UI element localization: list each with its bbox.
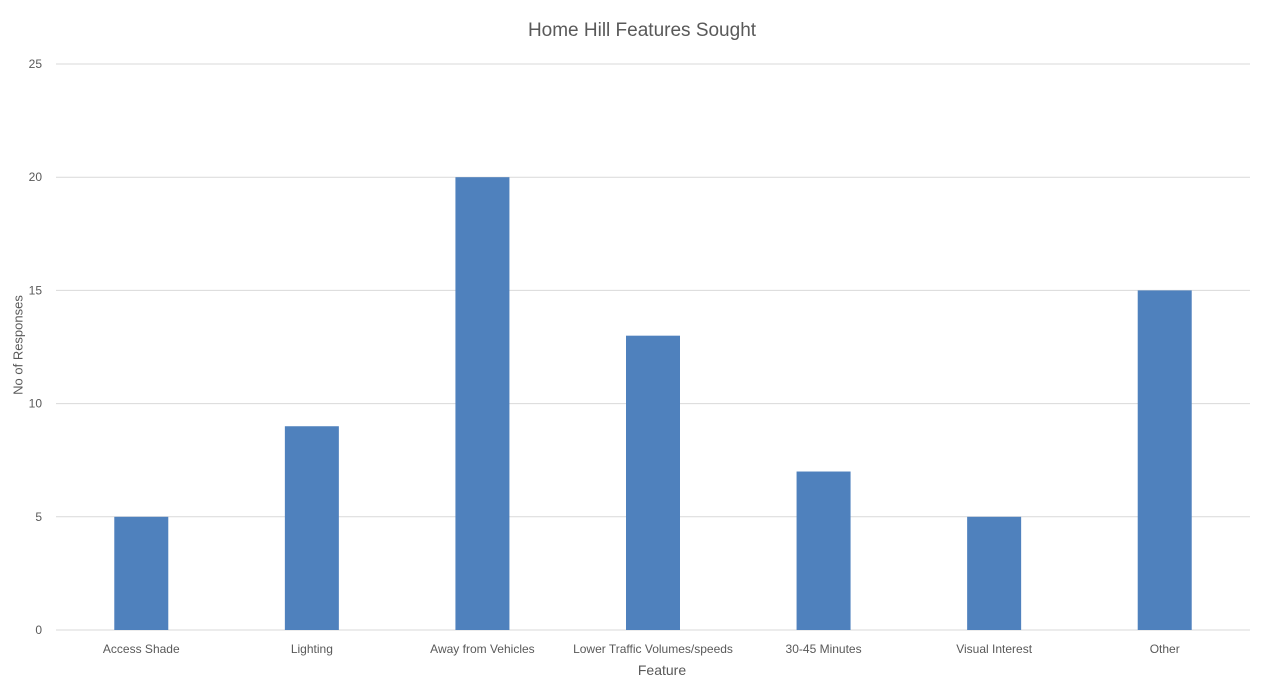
y-tick-label: 10 — [29, 397, 43, 411]
x-tick-label: Other — [1150, 642, 1180, 656]
bar — [455, 177, 510, 630]
bar — [284, 426, 339, 630]
bar — [1137, 290, 1192, 630]
y-tick-label: 15 — [29, 283, 43, 297]
y-tick-label: 5 — [35, 510, 42, 524]
x-axis-label: Feature — [637, 662, 687, 678]
bar — [114, 516, 169, 630]
x-tick-label: Access Shade — [103, 642, 180, 656]
chart-title: Home Hill Features Sought — [527, 20, 757, 41]
x-tick-label: Lower Traffic Volumes/speeds — [573, 642, 733, 656]
x-tick-label: Visual Interest — [956, 642, 1032, 656]
bar — [967, 516, 1022, 630]
x-tick-label: Away from Vehicles — [430, 642, 535, 656]
y-tick-label: 25 — [29, 57, 43, 71]
x-tick-label: Lighting — [291, 642, 333, 656]
y-tick-label: 20 — [29, 170, 43, 184]
bar — [796, 471, 851, 630]
x-tick-label: 30-45 Minutes — [786, 642, 862, 656]
y-tick-label: 0 — [35, 623, 42, 637]
bar — [626, 335, 680, 630]
